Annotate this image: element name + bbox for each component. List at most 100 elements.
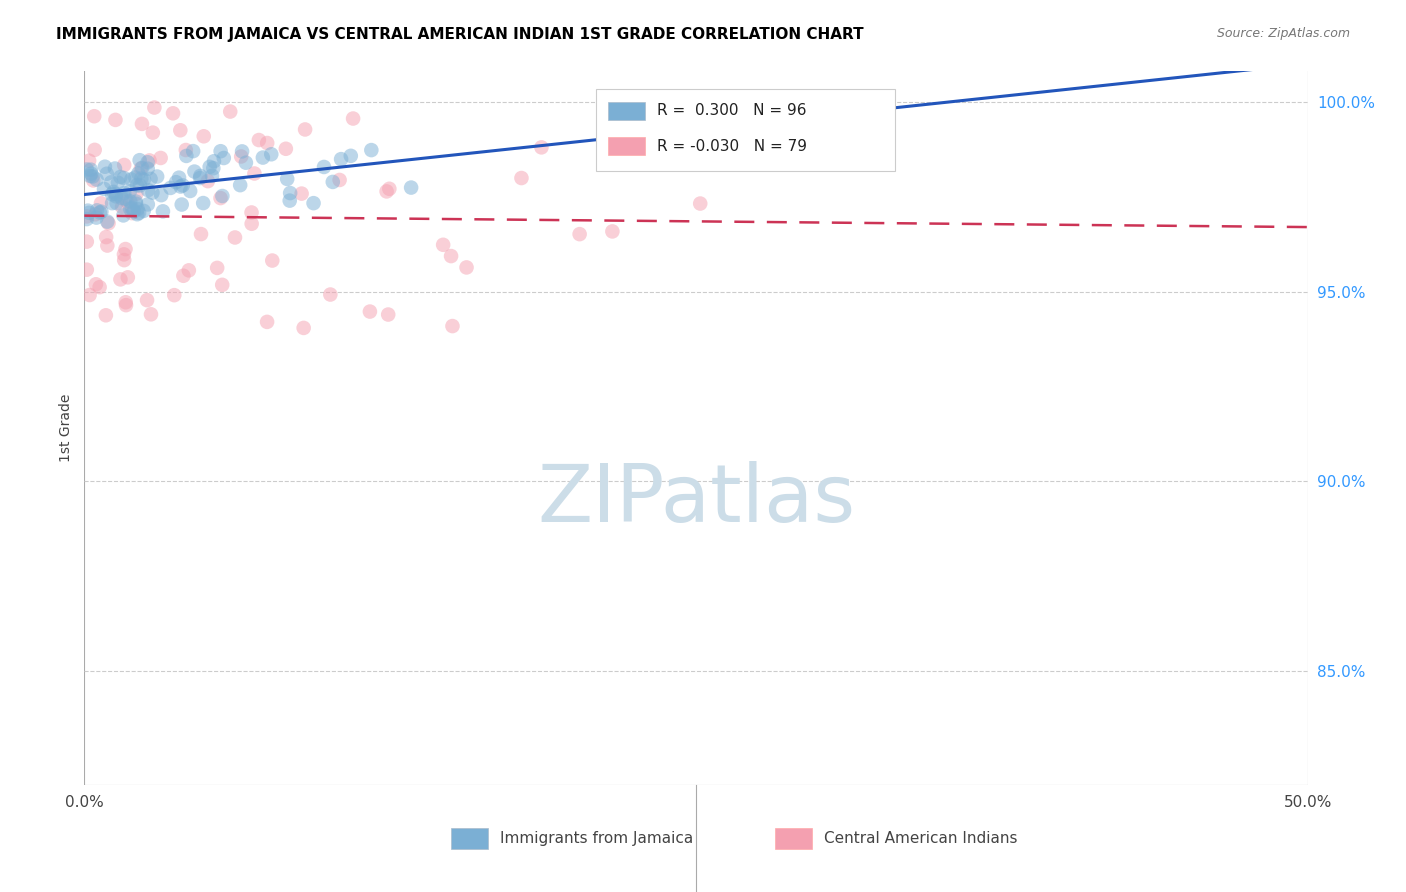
Point: [114, 242, 136, 256]
Point: [76, 262, 98, 277]
Point: [360, 143, 382, 157]
Point: [100, 175, 122, 189]
Point: [188, 171, 211, 186]
Point: [89, 205, 111, 219]
Point: [77, 203, 100, 218]
Point: [112, 158, 135, 172]
Point: [235, 155, 257, 169]
Bar: [776, 828, 813, 849]
Point: [131, 161, 153, 175]
Text: R =  0.300   N = 96: R = 0.300 N = 96: [657, 103, 806, 118]
Point: [125, 186, 148, 201]
Point: [139, 307, 162, 321]
Point: [510, 171, 533, 186]
Point: [260, 147, 283, 161]
Point: [159, 181, 181, 195]
Point: [101, 187, 124, 202]
Point: [94, 308, 117, 322]
Point: [76, 212, 98, 227]
Point: [169, 179, 191, 194]
Point: [121, 206, 143, 220]
Point: [80, 167, 103, 181]
Text: Source: ZipAtlas.com: Source: ZipAtlas.com: [1216, 27, 1350, 40]
Point: [302, 196, 325, 211]
Point: [146, 169, 169, 184]
Point: [128, 206, 150, 220]
Point: [79, 169, 101, 183]
Point: [152, 204, 174, 219]
Point: [174, 143, 197, 157]
Point: [112, 186, 135, 200]
Point: [129, 161, 152, 176]
Point: [112, 208, 135, 222]
Point: [105, 196, 128, 211]
Point: [80, 162, 103, 177]
Point: [312, 160, 335, 174]
Point: [292, 321, 315, 335]
Point: [136, 293, 159, 307]
Point: [256, 136, 278, 150]
Point: [165, 175, 187, 189]
Point: [112, 253, 135, 268]
Point: [183, 164, 205, 178]
Point: [212, 151, 235, 165]
Point: [143, 101, 166, 115]
Point: [329, 173, 352, 187]
Point: [205, 260, 228, 275]
Point: [86, 172, 108, 186]
Point: [530, 140, 553, 154]
Point: [342, 112, 364, 126]
Point: [104, 189, 127, 203]
Point: [120, 194, 142, 209]
Point: [440, 249, 463, 263]
Point: [359, 304, 381, 318]
Point: [322, 175, 344, 189]
Point: [90, 196, 112, 211]
Point: [82, 173, 104, 187]
Point: [96, 167, 118, 181]
Point: [602, 224, 624, 238]
Point: [112, 247, 135, 261]
Point: [276, 172, 298, 186]
Text: IMMIGRANTS FROM JAMAICA VS CENTRAL AMERICAN INDIAN 1ST GRADE CORRELATION CHART: IMMIGRANTS FROM JAMAICA VS CENTRAL AMERI…: [56, 27, 863, 42]
Point: [83, 109, 105, 123]
Point: [131, 171, 153, 186]
Point: [209, 145, 232, 159]
Point: [136, 183, 159, 197]
Point: [110, 169, 132, 184]
Point: [84, 277, 107, 292]
Point: [125, 194, 148, 209]
Point: [136, 161, 159, 176]
Bar: [607, 102, 644, 120]
Point: [101, 196, 124, 211]
Point: [104, 112, 127, 127]
Point: [150, 188, 173, 202]
Point: [163, 288, 186, 302]
Point: [76, 162, 98, 177]
Point: [77, 206, 100, 220]
Point: [229, 178, 252, 193]
Point: [188, 169, 211, 183]
Point: [432, 237, 454, 252]
Point: [219, 104, 242, 119]
Point: [243, 167, 266, 181]
Point: [104, 161, 127, 176]
Point: [689, 196, 711, 211]
Point: [86, 211, 108, 225]
FancyBboxPatch shape: [596, 89, 896, 171]
Point: [274, 142, 297, 156]
Point: [114, 295, 136, 310]
Point: [247, 133, 270, 147]
Point: [86, 203, 108, 218]
Point: [77, 153, 100, 168]
Point: [115, 298, 138, 312]
Point: [169, 123, 191, 137]
Point: [256, 315, 278, 329]
Point: [377, 308, 399, 322]
Point: [375, 185, 398, 199]
Point: [198, 160, 221, 174]
Point: [127, 207, 149, 221]
Point: [399, 180, 422, 194]
Text: Immigrants from Jamaica: Immigrants from Jamaica: [501, 831, 693, 846]
Point: [190, 227, 212, 241]
